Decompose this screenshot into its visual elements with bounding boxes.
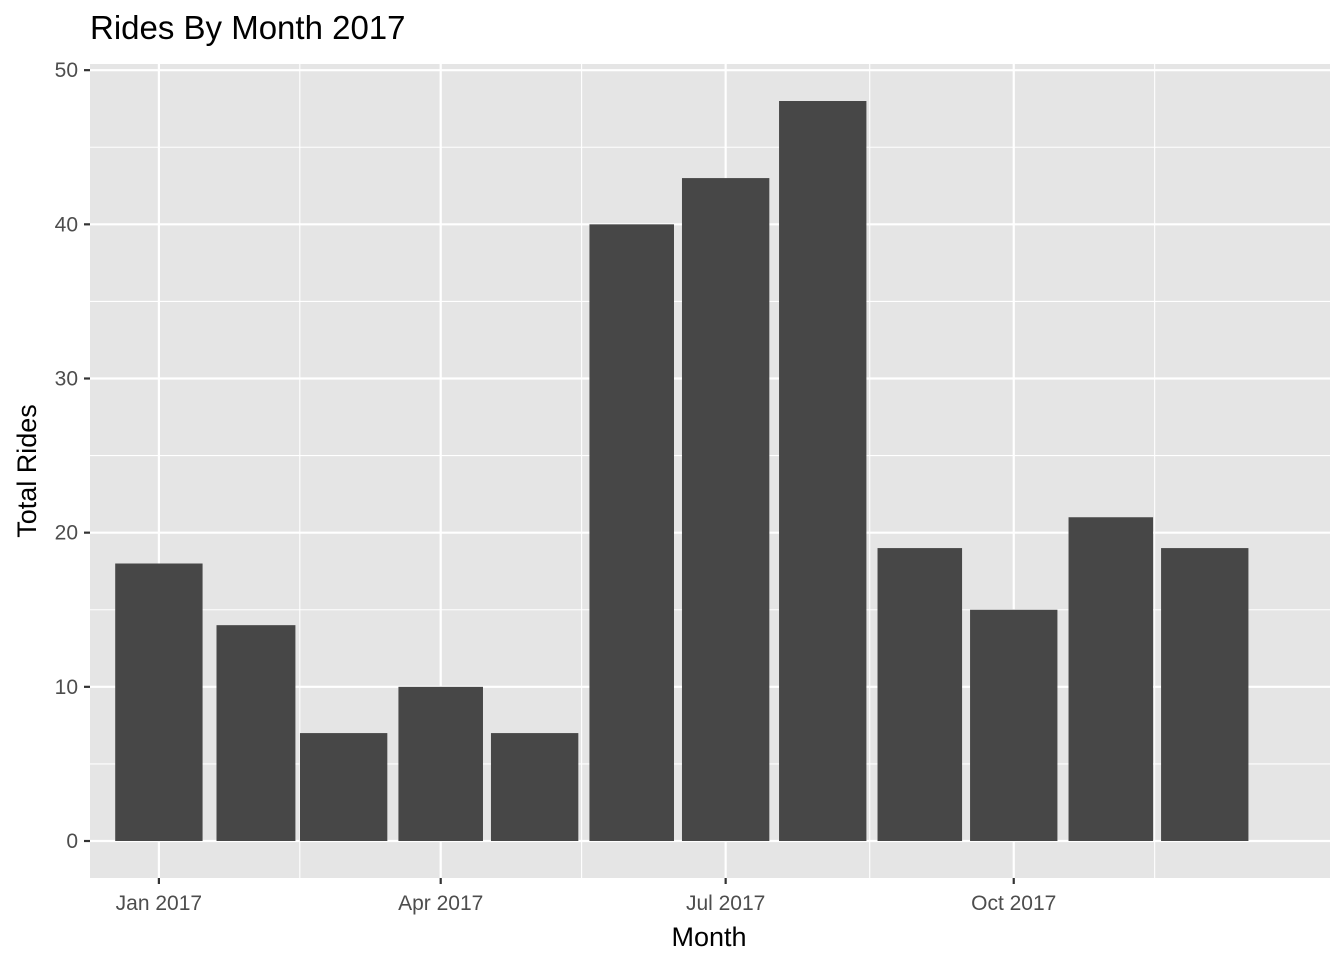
bar-2017-12: [1161, 548, 1249, 841]
y-tick-label: 20: [55, 522, 78, 545]
bar-2017-02: [216, 625, 296, 841]
y-axis-title: Total Rides: [12, 404, 42, 538]
x-axis: Jan 2017 Apr 2017 Jul 2017 Oct 2017: [116, 878, 1056, 915]
x-axis-title: Month: [671, 922, 746, 952]
y-axis: 0 10 20 30 40 50: [55, 59, 90, 853]
bar-2017-08: [779, 101, 867, 841]
bar-2017-11: [1068, 517, 1154, 841]
chart-title: Rides By Month 2017: [90, 9, 406, 46]
bar-2017-06: [589, 224, 674, 842]
x-tick-label: Apr 2017: [398, 892, 483, 915]
y-tick-label: 0: [66, 830, 78, 853]
bar-2017-10: [970, 609, 1058, 841]
bar-2017-05: [490, 733, 579, 841]
y-tick-label: 50: [55, 59, 78, 82]
y-tick-label: 30: [55, 368, 78, 391]
y-tick-label: 10: [55, 676, 78, 699]
bar-2017-01: [115, 563, 203, 841]
bar-2017-04: [398, 686, 483, 841]
bar-2017-07: [681, 178, 770, 842]
x-tick-label: Jul 2017: [686, 892, 765, 915]
x-tick-label: Jan 2017: [116, 892, 202, 915]
x-tick-label: Oct 2017: [971, 892, 1056, 915]
bars: [115, 101, 1249, 842]
y-tick-label: 40: [55, 213, 78, 236]
bar-2017-09: [877, 548, 963, 841]
bar-2017-03: [299, 733, 388, 841]
